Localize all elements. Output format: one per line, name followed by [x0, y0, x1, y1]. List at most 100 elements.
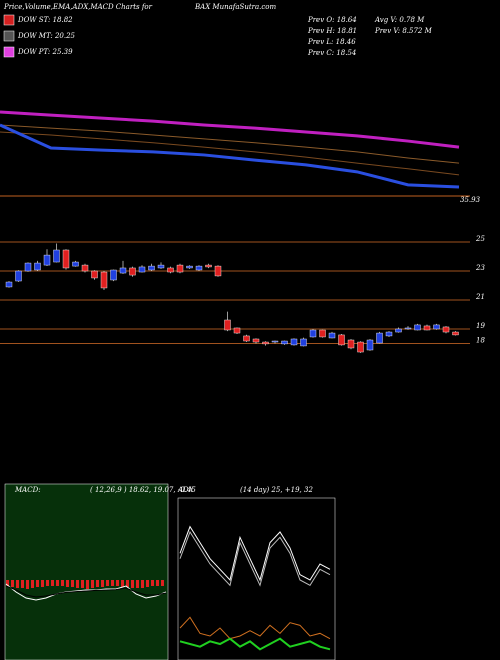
candle-body [338, 334, 345, 346]
macd-bar [91, 580, 94, 588]
macd-bar [101, 580, 104, 587]
macd-subtitle: ( 12,26,9 ) 18.62, 19.07, -0.45 [90, 486, 196, 494]
macd-bar [66, 580, 69, 587]
legend-swatch [3, 30, 15, 42]
candle-body [252, 338, 260, 343]
macd-bar [131, 580, 134, 588]
legend-swatch [3, 46, 15, 58]
macd-title: MACD: [14, 486, 41, 494]
candle-body [24, 262, 32, 272]
candle-body [148, 265, 155, 271]
stat: Prev C: 18.54 [307, 49, 356, 57]
candle-body [376, 332, 383, 344]
macd-bar [21, 580, 24, 588]
candle-body [452, 331, 459, 336]
adx-line [179, 525, 331, 582]
candle-body [271, 340, 279, 343]
y-tick-label: 25 [475, 235, 485, 243]
macd-line [5, 585, 167, 598]
adx-subtitle: (14 day) 25, +19, 32 [240, 486, 313, 494]
stat: Prev V: 8.572 M [374, 27, 433, 35]
candle-body [81, 264, 89, 272]
candle-body [15, 270, 22, 282]
y-tick-label: 19 [476, 322, 485, 330]
legend-swatch [3, 14, 15, 26]
macd-bar [26, 580, 29, 589]
candle-body [433, 324, 440, 330]
candle-body [347, 339, 355, 349]
candle-body [43, 254, 51, 266]
candle-body [72, 261, 79, 267]
stat: Avg V: 0.78 M [374, 16, 425, 24]
macd-bar [41, 580, 44, 587]
legend-label: DOW PT: 25.39 [17, 48, 73, 56]
y-tick-label: 21 [475, 293, 485, 301]
candle-body [319, 329, 326, 338]
macd-bar [141, 580, 144, 588]
candle-body [62, 249, 70, 269]
candle-body [110, 269, 117, 281]
macd-bar [136, 580, 139, 588]
candle-body [224, 319, 231, 331]
header-title: Price,Volume,EMA,ADX,MACD Charts for [3, 3, 153, 11]
header-symbol: BAX MunafaSutra.com [194, 3, 277, 11]
stat: Prev H: 18.81 [307, 27, 357, 35]
candle-body [328, 332, 336, 339]
candle-body [290, 338, 298, 346]
macd-panel [4, 483, 169, 660]
adx-line [179, 616, 331, 640]
candle-body [300, 338, 307, 347]
candle-body [404, 327, 412, 330]
adx-line [179, 530, 331, 587]
legend-label: DOW MT: 20.25 [17, 32, 76, 40]
candle-body [243, 335, 250, 342]
macd-bar [56, 580, 59, 586]
macd-bar [11, 580, 14, 587]
candle-body [262, 341, 269, 345]
candle-body [395, 328, 402, 333]
last-price-label: 35.93 [460, 196, 481, 204]
macd-bar [51, 580, 54, 586]
ema-line [0, 131, 460, 176]
candle-body [195, 265, 203, 271]
candle-body [281, 340, 288, 345]
candle-body [100, 271, 108, 289]
macd-bar [31, 580, 34, 588]
macd-bar [16, 580, 19, 588]
candle-body [357, 341, 364, 353]
candle-body [176, 264, 184, 273]
macd-bar [106, 580, 109, 586]
macd-bar [71, 580, 74, 587]
candle-body [366, 339, 374, 351]
macd-bar [146, 580, 149, 587]
candle-body [5, 281, 13, 288]
ema-line [0, 123, 460, 189]
candle-body [186, 265, 193, 269]
macd-bar [121, 580, 124, 587]
candle-body [119, 267, 127, 274]
candle-body [157, 264, 165, 269]
macd-bar [6, 580, 9, 586]
macd-bar [151, 580, 154, 586]
macd-bar [161, 580, 164, 586]
stat: Prev O: 18.64 [307, 16, 357, 24]
candle-body [309, 329, 317, 338]
macd-bar [111, 580, 114, 586]
candle-body [233, 327, 241, 334]
legend-label: DOW ST: 18.82 [17, 16, 73, 24]
candle-body [423, 325, 431, 331]
candle-body [34, 262, 41, 271]
macd-bar [76, 580, 79, 588]
macd-bar [61, 580, 64, 586]
candle-body [129, 267, 136, 276]
candle-body [414, 324, 421, 331]
macd-line [5, 583, 167, 601]
candle-body [214, 265, 222, 277]
macd-bar [36, 580, 39, 587]
candle-body [53, 249, 60, 263]
adx-line [179, 637, 331, 651]
macd-bar [81, 580, 84, 588]
macd-bar [96, 580, 99, 587]
candle-body [138, 266, 146, 273]
